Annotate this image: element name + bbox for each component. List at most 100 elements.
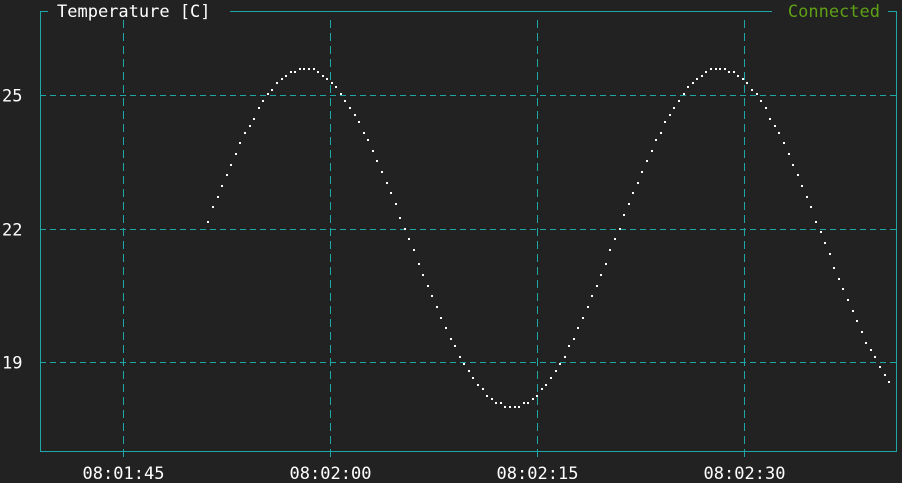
chart-title: Temperature [C] xyxy=(57,2,211,22)
data-point xyxy=(673,107,675,109)
data-point xyxy=(778,132,780,134)
data-point xyxy=(678,100,680,102)
data-point xyxy=(824,242,826,244)
data-point xyxy=(344,100,346,102)
data-point xyxy=(664,121,666,123)
data-point xyxy=(299,68,301,70)
data-point xyxy=(372,150,374,152)
data-point xyxy=(550,377,552,379)
data-point xyxy=(637,182,639,184)
data-point xyxy=(792,164,794,166)
data-point xyxy=(386,182,388,184)
data-point xyxy=(390,192,392,194)
data-point xyxy=(746,82,748,84)
data-point xyxy=(404,228,406,230)
data-point xyxy=(285,75,287,77)
data-point xyxy=(728,71,730,73)
data-point xyxy=(865,342,867,344)
data-point xyxy=(418,263,420,265)
data-point xyxy=(619,228,621,230)
data-point xyxy=(363,132,365,134)
data-point xyxy=(815,221,817,223)
frame xyxy=(40,11,897,452)
labels: Temperature [C] Connected 19 22 25 08:01:45… xyxy=(2,2,880,483)
data-point xyxy=(527,402,529,404)
data-point xyxy=(605,263,607,265)
data-point xyxy=(692,82,694,84)
data-point xyxy=(413,249,415,251)
data-point xyxy=(436,306,438,308)
data-point xyxy=(354,114,356,116)
data-point xyxy=(495,402,497,404)
grid xyxy=(40,20,896,459)
data-point xyxy=(564,356,566,358)
data-point xyxy=(856,320,858,322)
data-point xyxy=(545,384,547,386)
data-point xyxy=(874,356,876,358)
x-tick-label: 08:02:30 xyxy=(704,464,786,483)
data-point xyxy=(472,377,474,379)
data-point xyxy=(820,231,822,233)
data-point xyxy=(335,86,337,88)
data-point xyxy=(852,310,854,312)
data-point xyxy=(408,238,410,240)
data-point xyxy=(491,398,493,400)
data-point xyxy=(838,278,840,280)
data-point xyxy=(340,93,342,95)
data-point xyxy=(774,125,776,127)
x-tick-label: 08:02:00 xyxy=(290,464,372,483)
data-point xyxy=(646,160,648,162)
data-point xyxy=(217,196,219,198)
data-point xyxy=(788,153,790,155)
x-tick-label: 08:02:15 xyxy=(497,464,579,483)
data-point xyxy=(258,107,260,109)
data-point xyxy=(705,71,707,73)
data-point xyxy=(810,206,812,208)
data-point xyxy=(847,299,849,301)
data-point xyxy=(591,295,593,297)
data-point xyxy=(623,214,625,216)
y-tick-label: 22 xyxy=(2,221,22,241)
data-point xyxy=(244,132,246,134)
data-point xyxy=(842,288,844,290)
data-point xyxy=(879,366,881,368)
data-point xyxy=(724,68,726,70)
data-point xyxy=(271,89,273,91)
data-point xyxy=(262,100,264,102)
data-point xyxy=(317,71,319,73)
data-point xyxy=(395,203,397,205)
data-point xyxy=(207,221,209,223)
data-point xyxy=(760,100,762,102)
data-point xyxy=(477,384,479,386)
data-point xyxy=(568,345,570,347)
data-point xyxy=(719,68,721,70)
data-point xyxy=(226,174,228,176)
data-point xyxy=(454,345,456,347)
data-point xyxy=(577,327,579,329)
data-point xyxy=(536,395,538,397)
data-point xyxy=(399,217,401,219)
data-point xyxy=(509,406,511,408)
data-point xyxy=(376,160,378,162)
data-point xyxy=(500,402,502,404)
data-point xyxy=(459,356,461,358)
data-point xyxy=(331,82,333,84)
data-point xyxy=(221,185,223,187)
data-point xyxy=(504,406,506,408)
data-point xyxy=(696,78,698,80)
data-point xyxy=(290,71,292,73)
data-point xyxy=(861,331,863,333)
data-point xyxy=(249,125,251,127)
data-point xyxy=(212,206,214,208)
data-point xyxy=(801,185,803,187)
data-point xyxy=(253,118,255,120)
data-point xyxy=(230,164,232,166)
data-point xyxy=(468,370,470,372)
data-point xyxy=(322,75,324,77)
data-point xyxy=(742,78,744,80)
data-point xyxy=(303,68,305,70)
data-point xyxy=(829,253,831,255)
data-point xyxy=(888,381,890,383)
data-point xyxy=(326,78,328,80)
